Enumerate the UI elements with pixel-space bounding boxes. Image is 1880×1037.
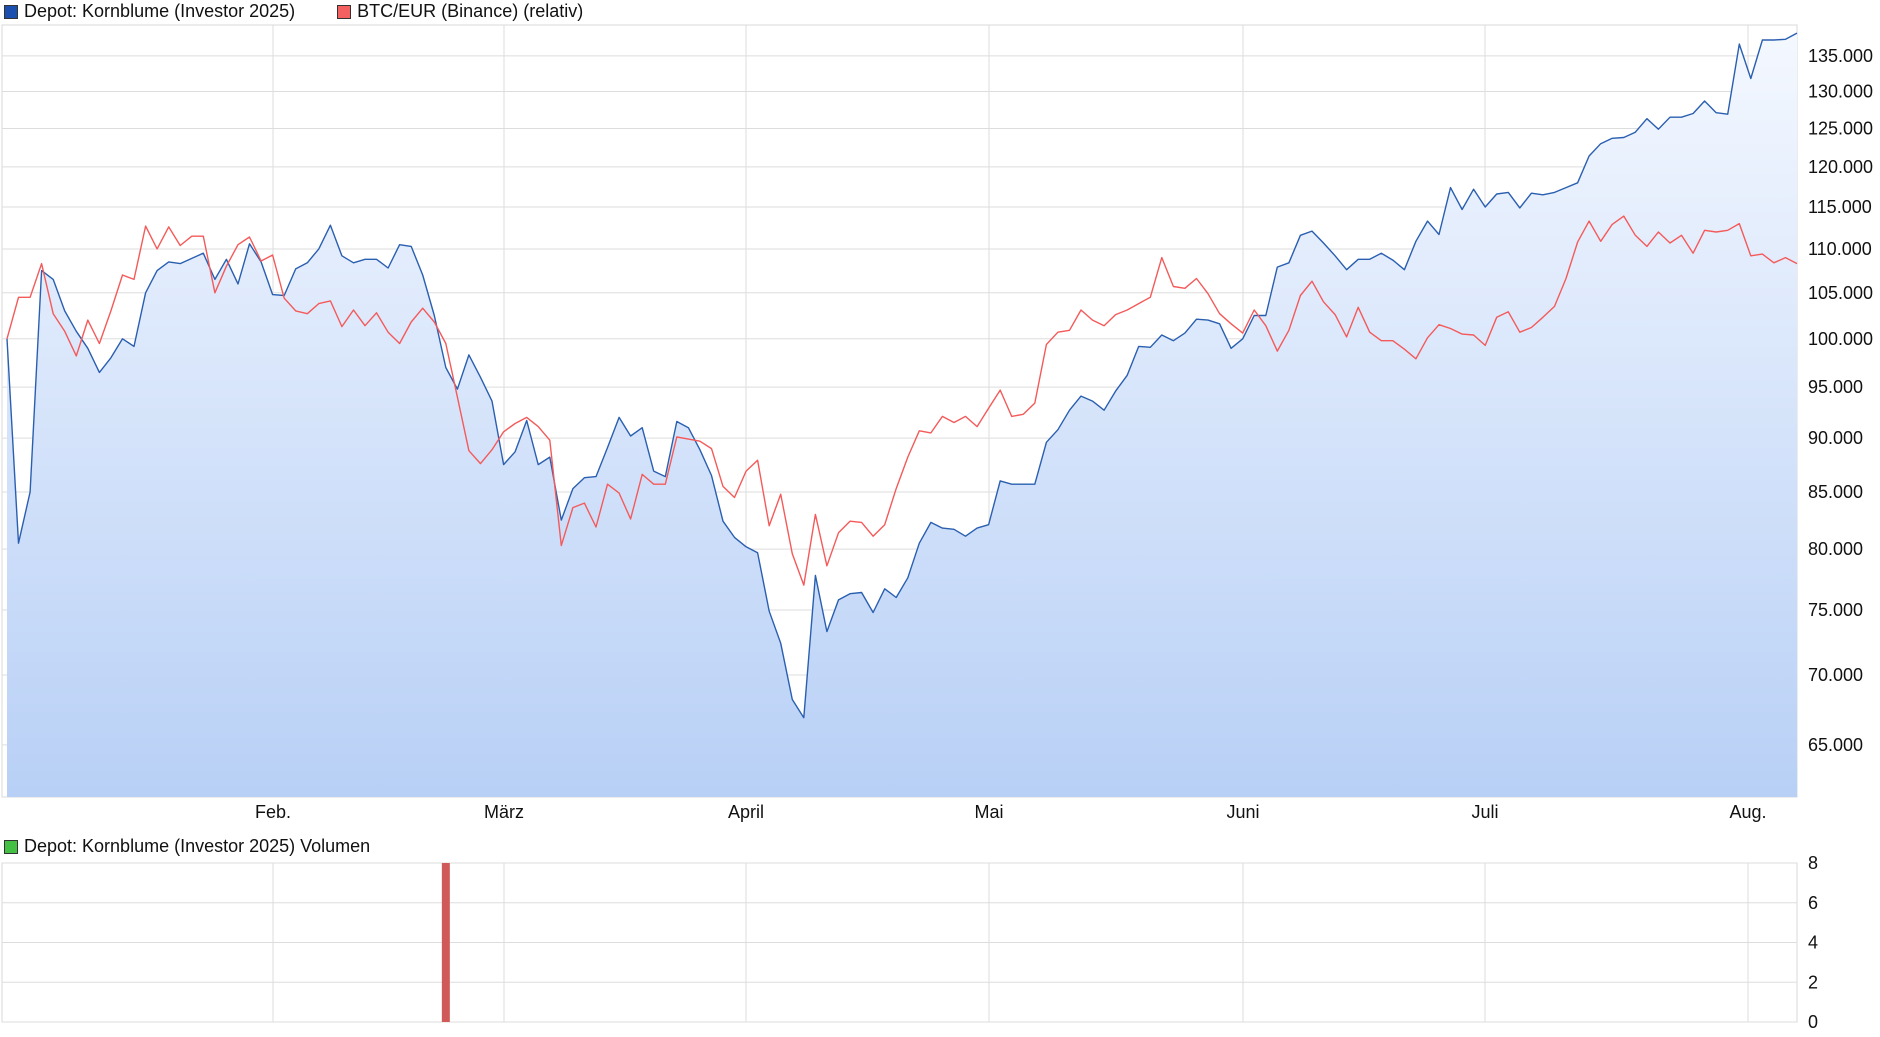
btc-legend-swatch xyxy=(337,4,352,19)
x-tick-label: Feb. xyxy=(255,802,291,822)
depot-area-fill xyxy=(7,33,1797,798)
x-tick-label: April xyxy=(728,802,764,822)
price-y-tick-label: 125.000 xyxy=(1808,118,1873,138)
price-y-tick-label: 120.000 xyxy=(1808,157,1873,177)
x-tick-label: Juni xyxy=(1226,802,1259,822)
depot-legend-label: Depot: Kornblume (Investor 2025) xyxy=(24,1,296,21)
price-y-tick-label: 95.000 xyxy=(1808,377,1863,397)
btc-legend-label: BTC/EUR (Binance) (relativ) xyxy=(357,1,584,21)
depot-legend-swatch xyxy=(4,4,18,19)
price-chart: 65.000 70.000 75.000 80.000 85.000 90.000 95.0… xyxy=(1,24,1873,822)
volume-chart-legend: Depot: Kornblume (Investor 2025) Volumen xyxy=(4,836,412,857)
price-y-tick-label: 115.000 xyxy=(1808,197,1872,217)
volume-chart: 0 2 4 6 8 xyxy=(1,853,1818,1032)
volume-y-tick-label: 8 xyxy=(1808,853,1818,873)
x-tick-label: Aug. xyxy=(1729,802,1766,822)
depot-series-line xyxy=(6,32,1798,719)
volume-y-tick-label: 6 xyxy=(1808,893,1818,913)
btc-series-line xyxy=(6,215,1798,586)
price-y-tick-label: 90.000 xyxy=(1808,428,1863,448)
volume-y-tick-label: 0 xyxy=(1808,1012,1818,1032)
x-tick-label: Mai xyxy=(974,802,1003,822)
volume-legend-swatch xyxy=(4,839,18,854)
price-y-tick-label: 65.000 xyxy=(1808,735,1863,755)
price-y-tick-label: 70.000 xyxy=(1808,665,1863,685)
price-y-tick-label: 105.000 xyxy=(1808,283,1873,303)
price-y-tick-label: 80.000 xyxy=(1808,539,1863,559)
price-y-tick-label: 85.000 xyxy=(1808,482,1863,502)
volume-y-tick-label: 2 xyxy=(1808,972,1818,992)
volume-legend-label: Depot: Kornblume (Investor 2025) Volumen xyxy=(24,836,371,856)
price-y-tick-label: 130.000 xyxy=(1808,81,1873,101)
volume-bar xyxy=(441,863,450,1022)
legend-item-volume[interactable]: Depot: Kornblume (Investor 2025) Volumen xyxy=(4,836,370,857)
volume-y-tick-label: 4 xyxy=(1808,933,1818,953)
price-chart-legend: Depot: Kornblume (Investor 2025) BTC/EUR… xyxy=(4,1,625,22)
x-tick-label: März xyxy=(484,802,524,822)
legend-item-depot[interactable]: Depot: Kornblume (Investor 2025) xyxy=(4,1,295,22)
price-y-tick-label: 75.000 xyxy=(1808,600,1863,620)
x-tick-label: Juli xyxy=(1471,802,1498,822)
price-y-tick-label: 135.000 xyxy=(1808,46,1873,66)
legend-item-btc[interactable]: BTC/EUR (Binance) (relativ) xyxy=(337,1,583,22)
price-y-tick-label: 100.000 xyxy=(1808,329,1873,349)
price-y-tick-label: 110.000 xyxy=(1808,239,1872,259)
